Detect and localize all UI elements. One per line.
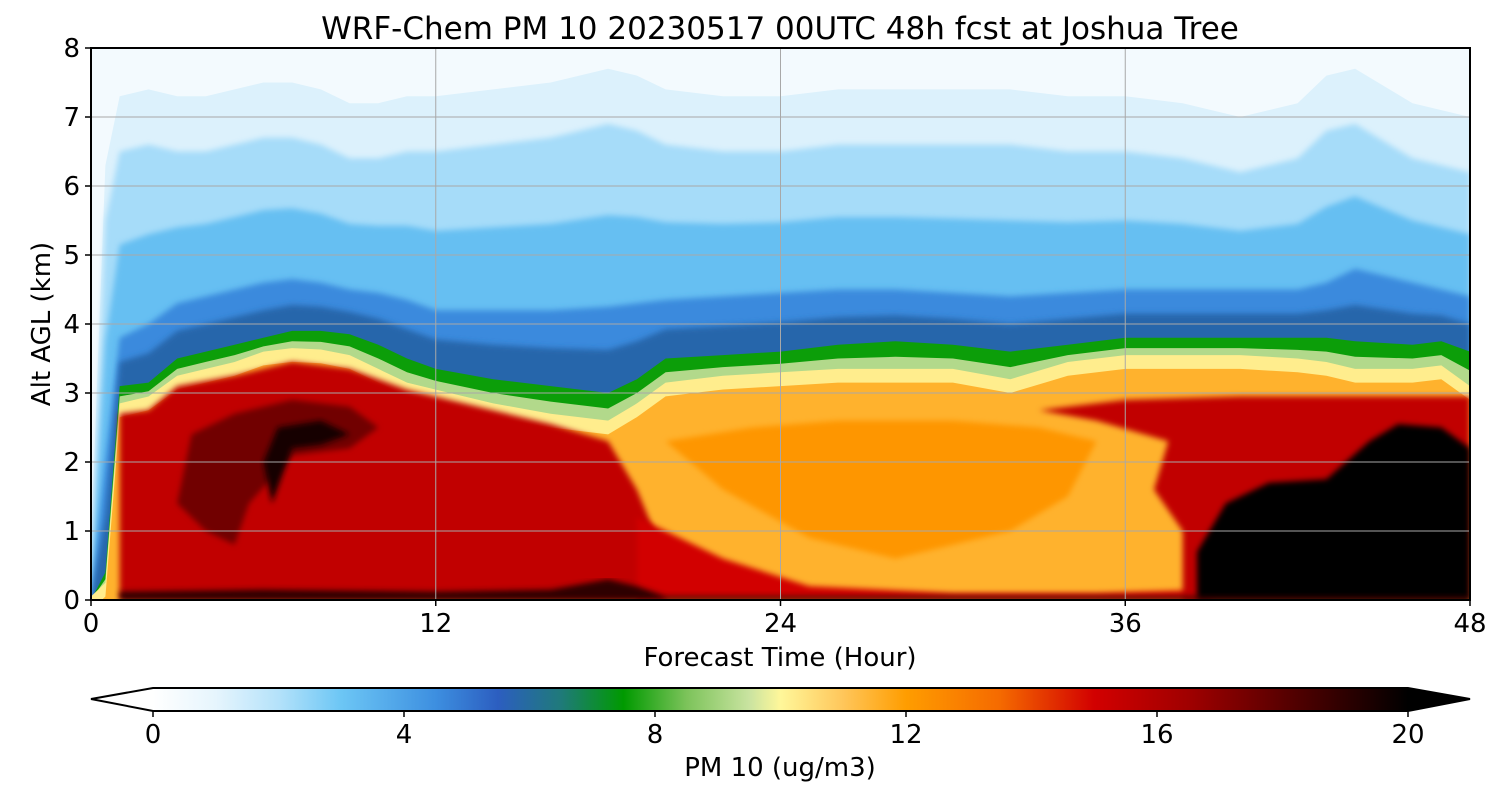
colorbar-under-extend: [91, 688, 153, 711]
colorbar-tick-label: 4: [396, 720, 413, 750]
y-tick-label: 8: [63, 34, 80, 64]
colorbar-body: [153, 688, 1408, 711]
x-tick-label: 24: [764, 609, 797, 639]
colorbar: 0 4 8 12 16 20: [90, 687, 1471, 750]
colorbar-label: PM 10 (ug/m3): [684, 753, 876, 783]
x-axis-ticks: 0 12 24 36 48: [83, 600, 1487, 639]
y-tick-label: 4: [63, 310, 80, 340]
y-tick-label: 7: [63, 103, 80, 133]
x-tick-label: 0: [83, 609, 100, 639]
x-tick-label: 12: [419, 609, 452, 639]
colorbar-ticks: 0 4 8 12 16 20: [145, 711, 1425, 750]
y-tick-label: 2: [63, 448, 80, 478]
colorbar-tick-label: 20: [1391, 720, 1424, 750]
colorbar-tick-label: 8: [647, 720, 664, 750]
y-tick-label: 0: [63, 586, 80, 616]
x-tick-label: 48: [1453, 609, 1486, 639]
y-tick-label: 3: [63, 379, 80, 409]
field-region-black-core: [263, 420, 350, 504]
field-region-surface-strip: [119, 579, 1470, 600]
y-tick-label: 6: [63, 172, 80, 202]
chart-title: WRF-Chem PM 10 20230517 00UTC 48h fcst a…: [321, 11, 1239, 47]
field-region-orange-core: [665, 420, 1097, 559]
colorbar-tick-label: 12: [889, 720, 922, 750]
y-axis-ticks: 0 1 2 3 4 5 6 7 8: [63, 34, 91, 616]
colorbar-over-extend: [1408, 688, 1470, 711]
y-tick-label: 5: [63, 241, 80, 271]
x-tick-label: 36: [1109, 609, 1142, 639]
colorbar-tick-label: 16: [1140, 720, 1173, 750]
y-tick-label: 1: [63, 517, 80, 547]
field-region-black-right: [1197, 424, 1470, 600]
y-axis-label: Alt AGL (km): [27, 242, 57, 406]
colorbar-tick-label: 0: [145, 720, 162, 750]
grid-lines: [91, 48, 1470, 600]
x-axis-label: Forecast Time (Hour): [643, 643, 916, 673]
